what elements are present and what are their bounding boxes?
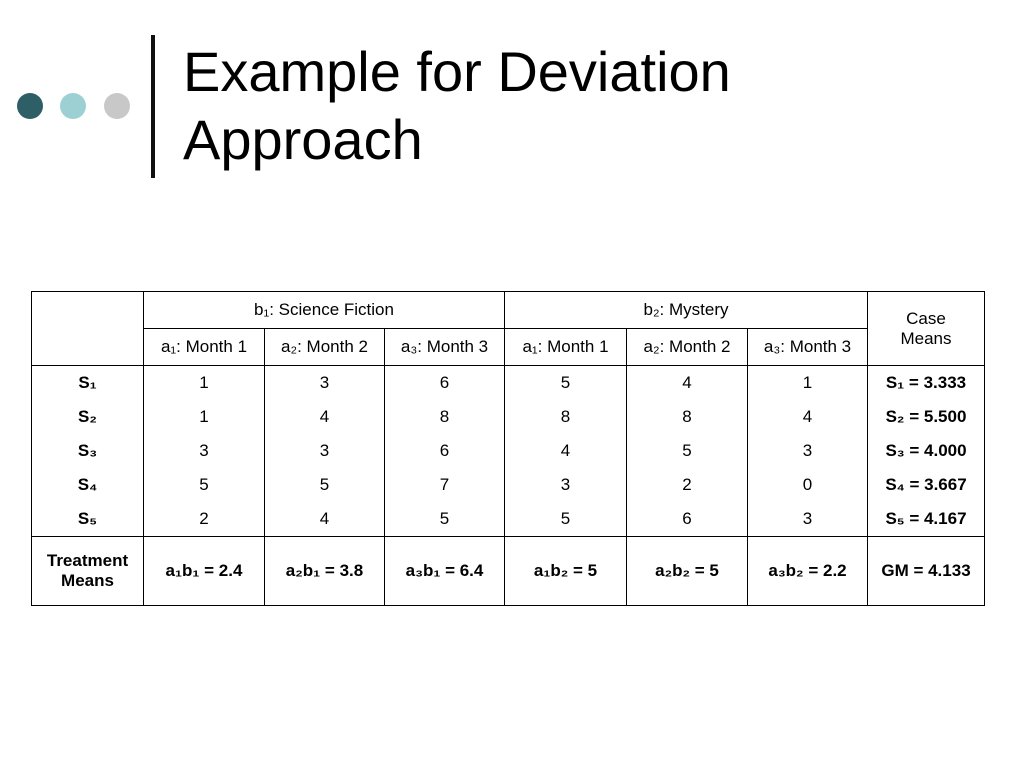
- treatment-mean: a₃b₁ = 6.4: [384, 536, 505, 606]
- group-header: b₁: Science Fiction: [143, 291, 505, 329]
- table-row: b₁: Science Fiction b₂: Mystery Case Means: [31, 291, 985, 366]
- row-header: S₄: [31, 468, 144, 502]
- cell-value: 5: [504, 365, 627, 400]
- treatment-mean: a₁b₁ = 2.4: [143, 536, 265, 606]
- cell-value: 3: [143, 434, 265, 468]
- treatment-mean: a₂b₂ = 5: [626, 536, 748, 606]
- column-header: a₃: Month 3: [747, 328, 868, 366]
- case-mean: S₃ = 4.000: [867, 434, 985, 468]
- cell-value: 5: [626, 434, 748, 468]
- bullet-dot: [104, 93, 130, 119]
- case-mean: S₄ = 3.667: [867, 468, 985, 502]
- slide-title: Example for Deviation Approach: [183, 40, 731, 171]
- cell-value: 6: [384, 434, 505, 468]
- case-mean: S₂ = 5.500: [867, 400, 985, 434]
- cell-value: 3: [504, 468, 627, 502]
- cell-value: 0: [747, 468, 868, 502]
- cell-value: 4: [264, 502, 385, 537]
- cell-value: 6: [384, 365, 505, 400]
- title-rule: [151, 35, 155, 178]
- cell-value: 5: [504, 502, 627, 537]
- cell-value: 5: [143, 468, 265, 502]
- column-header: a₃: Month 3: [384, 328, 505, 366]
- cell-value: 8: [504, 400, 627, 434]
- case-mean: S₅ = 4.167: [867, 502, 985, 537]
- table-row: Treatment Means a₁b₁ = 2.4 a₂b₁ = 3.8 a₃b₁ …: [31, 536, 985, 606]
- table-row: S₁ 1 3 6 5 4 1 S₁ = 3.333: [31, 365, 985, 400]
- column-header: a₁: Month 1: [504, 328, 627, 366]
- cell-value: 5: [384, 502, 505, 537]
- treatment-mean: a₁b₂ = 5: [504, 536, 627, 606]
- cell-value: 8: [626, 400, 748, 434]
- column-header: a₂: Month 2: [626, 328, 748, 366]
- group-header: b₂: Mystery: [504, 291, 868, 329]
- cell-value: 4: [264, 400, 385, 434]
- case-means-header: Case Means: [867, 291, 985, 366]
- row-header: S₁: [31, 365, 144, 400]
- case-mean: S₁ = 3.333: [867, 365, 985, 400]
- cell-value: 4: [747, 400, 868, 434]
- cell-value: 1: [143, 365, 265, 400]
- column-header: a₁: Month 1: [143, 328, 265, 366]
- cell-value: 2: [143, 502, 265, 537]
- cell-value: 6: [626, 502, 748, 537]
- cell-value: 4: [626, 365, 748, 400]
- cell-value: 3: [747, 434, 868, 468]
- table-row: S₃ 3 3 6 4 5 3 S₃ = 4.000: [31, 434, 985, 468]
- bullet-dot: [60, 93, 86, 119]
- treatment-mean: a₂b₁ = 3.8: [264, 536, 385, 606]
- table-row: S₂ 1 4 8 8 8 4 S₂ = 5.500: [31, 400, 985, 434]
- table-row: S₄ 5 5 7 3 2 0 S₄ = 3.667: [31, 468, 985, 502]
- footer-label: Treatment Means: [31, 536, 144, 606]
- cell-value: 1: [143, 400, 265, 434]
- corner-cell: [31, 291, 144, 366]
- cell-value: 3: [264, 365, 385, 400]
- cell-value: 1: [747, 365, 868, 400]
- cell-value: 5: [264, 468, 385, 502]
- cell-value: 7: [384, 468, 505, 502]
- table-row: S₅ 2 4 5 5 6 3 S₅ = 4.167: [31, 502, 985, 537]
- cell-value: 3: [264, 434, 385, 468]
- row-header: S₅: [31, 502, 144, 537]
- table-row: a₁: Month 1 a₂: Month 2 a₃: Month 3 a₁: Mon…: [32, 328, 985, 366]
- column-header: a₂: Month 2: [264, 328, 385, 366]
- cell-value: 8: [384, 400, 505, 434]
- cell-value: 2: [626, 468, 748, 502]
- bullet-dot: [17, 93, 43, 119]
- treatment-mean: a₃b₂ = 2.2: [747, 536, 868, 606]
- row-header: S₂: [31, 400, 144, 434]
- row-header: S₃: [31, 434, 144, 468]
- data-table: b₁: Science Fiction b₂: Mystery Case Means…: [31, 291, 985, 606]
- cell-value: 4: [504, 434, 627, 468]
- cell-value: 3: [747, 502, 868, 537]
- treatment-mean: GM = 4.133: [867, 536, 985, 606]
